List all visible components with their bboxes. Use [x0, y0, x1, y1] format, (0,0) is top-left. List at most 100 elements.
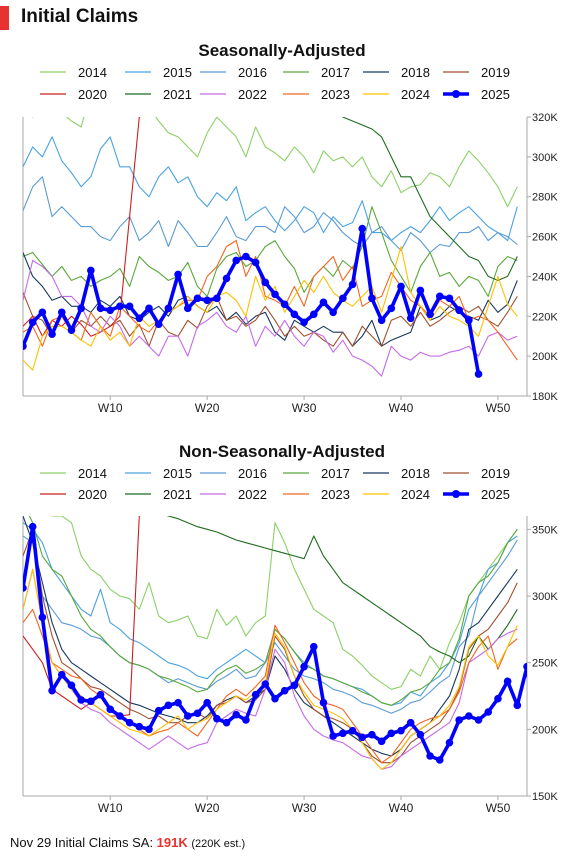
page-header: Initial Claims	[0, 0, 564, 36]
footer-label: Nov 29 Initial Claims SA:	[10, 835, 157, 850]
legend-label: 2015	[163, 466, 192, 481]
series-line-2024	[23, 568, 518, 770]
point-2025	[261, 680, 270, 688]
point-2025	[242, 716, 250, 724]
series-line-2022	[23, 568, 518, 770]
series-line-2016	[23, 535, 518, 714]
legend-label: 2025	[481, 87, 510, 102]
footer-estimate: (220K est.)	[191, 838, 246, 850]
point-2025	[484, 708, 493, 716]
plot-area	[23, 516, 527, 770]
point-2025	[125, 302, 134, 311]
series-line-2019	[23, 292, 518, 347]
legend-item-2020: 2020	[40, 487, 107, 502]
point-2025	[28, 522, 37, 531]
y-tick-label: 280K	[532, 192, 558, 204]
point-2025	[67, 326, 76, 335]
point-2025	[368, 294, 376, 303]
x-tick-label: W50	[486, 801, 511, 815]
series-line-2018	[23, 516, 518, 757]
chart-legend: 2014 2015 2016 2017 2018 2019 2020 2021 2022 2023…	[40, 65, 510, 102]
y-tick-label: 240K	[532, 271, 558, 283]
point-2025	[87, 697, 95, 706]
point-2025	[300, 318, 308, 327]
legend-label: 2023	[321, 487, 350, 502]
series-line-2023	[23, 608, 518, 764]
x-tick-label: W10	[98, 801, 123, 815]
series-line-2022	[23, 259, 518, 377]
point-2025	[77, 304, 85, 313]
point-2025	[397, 726, 405, 735]
y-tick-label: 180K	[532, 391, 558, 403]
plot-area	[23, 117, 518, 378]
x-tick-label: W30	[292, 801, 317, 815]
legend-item-2025: 2025	[443, 87, 510, 102]
point-2025	[174, 270, 182, 279]
point-2025	[48, 330, 56, 339]
point-2025	[426, 752, 434, 760]
series-line-2020	[23, 516, 140, 717]
point-2025	[232, 256, 241, 265]
legend-label: 2024	[401, 87, 430, 102]
point-2025	[106, 306, 115, 315]
point-2025	[96, 690, 105, 699]
point-2025	[309, 310, 318, 319]
legend-item-2018: 2018	[363, 65, 430, 80]
legend-label: 2015	[163, 65, 192, 80]
legend-item-2016: 2016	[200, 65, 267, 80]
point-2025	[213, 294, 221, 303]
point-2025	[23, 584, 27, 592]
point-2025	[513, 701, 522, 710]
point-2025	[290, 681, 299, 690]
footer-value: 191K	[156, 835, 188, 850]
chart-title: Seasonally-Adjusted	[198, 41, 365, 60]
point-2025	[251, 258, 260, 267]
point-2025	[57, 308, 66, 317]
point-2025	[426, 310, 434, 319]
point-2025	[368, 730, 376, 739]
point-2025	[135, 314, 144, 323]
point-2025	[406, 718, 415, 727]
point-2025	[348, 726, 357, 735]
point-2025	[116, 302, 124, 311]
point-2025	[503, 677, 512, 686]
point-2025	[377, 316, 386, 325]
legend-item-2022: 2022	[200, 487, 267, 502]
point-2025	[474, 370, 483, 378]
point-2025	[280, 300, 289, 309]
series-line-2018	[23, 252, 518, 347]
point-2025	[445, 738, 454, 747]
point-2025	[300, 662, 308, 671]
legend-item-2018: 2018	[363, 466, 430, 481]
series-line-2014	[51, 516, 518, 690]
series-line-2014	[31, 117, 518, 208]
legend-item-2017: 2017	[283, 466, 350, 481]
point-2025	[87, 266, 95, 275]
point-2025	[164, 701, 173, 710]
legend-item-2014: 2014	[40, 466, 107, 481]
point-2025	[474, 716, 483, 724]
legend-item-2025: 2025	[443, 487, 510, 502]
legend-label: 2014	[78, 65, 107, 80]
point-2025	[339, 294, 347, 303]
point-2025	[271, 694, 279, 703]
x-tick-label: W50	[486, 401, 511, 415]
point-2025	[387, 729, 396, 738]
legend-item-2016: 2016	[200, 466, 267, 481]
point-2025	[280, 686, 289, 695]
point-2025	[57, 670, 66, 679]
series-line-2019	[23, 528, 518, 764]
y-tick-label: 150K	[532, 791, 558, 803]
point-2025	[319, 298, 328, 307]
point-2025	[174, 698, 182, 707]
point-2025	[222, 274, 231, 283]
y-tick-label: 300K	[532, 152, 558, 164]
legend-label: 2018	[401, 65, 430, 80]
legend-item-2024: 2024	[363, 487, 430, 502]
point-2025	[329, 732, 337, 740]
y-tick-label: 200K	[532, 724, 558, 736]
point-2025	[358, 733, 367, 742]
point-2025	[183, 712, 192, 720]
legend-item-2014: 2014	[40, 65, 107, 80]
y-tick-label: 260K	[532, 232, 558, 244]
